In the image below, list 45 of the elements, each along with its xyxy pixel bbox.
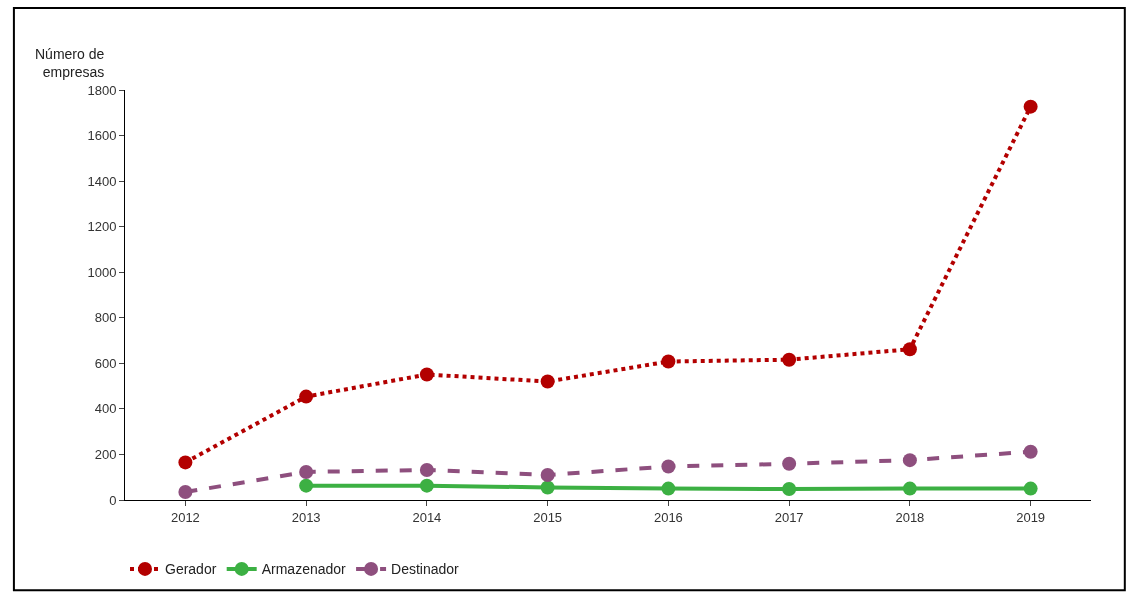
point	[419, 367, 434, 382]
y-axis-title: Número de empresas	[35, 46, 105, 81]
point	[299, 464, 314, 479]
point	[178, 455, 193, 470]
y-tick-label: 200	[94, 446, 117, 462]
x-tick-label: 2016	[653, 509, 683, 525]
point	[1023, 99, 1038, 114]
point	[902, 342, 917, 357]
point	[661, 459, 676, 474]
point	[419, 478, 434, 493]
x-tick-label: 2019	[1016, 509, 1046, 525]
point	[1023, 481, 1038, 496]
y-tick-label: 1600	[87, 128, 117, 144]
point	[540, 480, 555, 495]
point	[661, 354, 676, 369]
point	[1023, 444, 1038, 459]
legend-label: Armazenador	[261, 561, 347, 578]
point	[902, 453, 917, 468]
point	[540, 467, 555, 482]
y-tick-label: 400	[94, 401, 117, 417]
y-tick-label: 1200	[87, 219, 117, 235]
y-tick-label: 1000	[87, 264, 117, 280]
y-tick-label: 0	[109, 492, 117, 508]
y-tick-label: 800	[94, 310, 117, 326]
point	[782, 352, 797, 367]
legend-label: Gerador	[165, 561, 217, 578]
point	[902, 481, 917, 496]
x-tick-label: 2013	[291, 509, 321, 525]
x-tick-label: 2012	[170, 509, 200, 525]
x-tick-label: 2015	[533, 509, 563, 525]
point	[661, 481, 676, 496]
point	[178, 485, 193, 500]
point	[419, 462, 434, 477]
x-tick-label: 2018	[895, 509, 925, 525]
x-tick-label: 2017	[774, 509, 804, 525]
point	[299, 389, 314, 404]
y-tick-label: 600	[94, 355, 117, 371]
y-tick-label: 1800	[87, 82, 117, 98]
point	[299, 478, 314, 493]
x-tick-label: 2014	[412, 509, 442, 525]
point	[782, 482, 797, 497]
y-tick-label: 1400	[87, 173, 117, 189]
legend-label: Destinador	[391, 561, 460, 578]
point	[782, 456, 797, 471]
point	[540, 374, 555, 389]
